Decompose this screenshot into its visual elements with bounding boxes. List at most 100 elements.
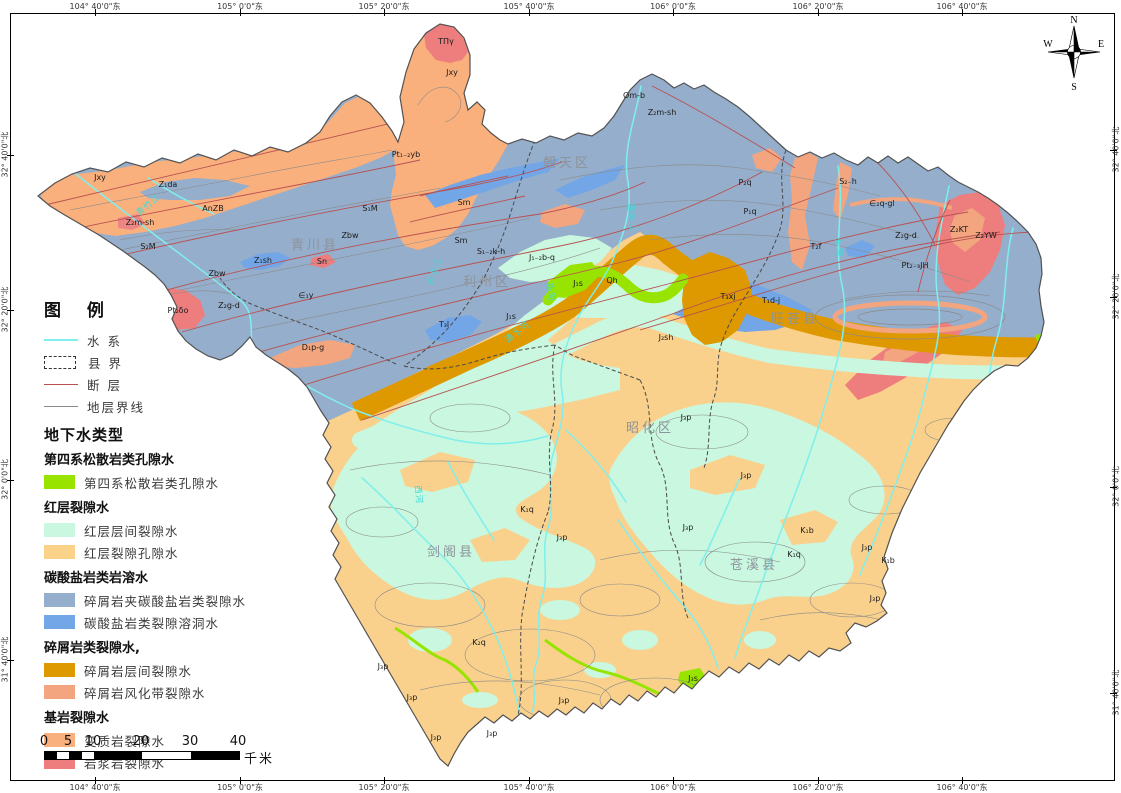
salmon-strip-ne [788,152,818,270]
scale-segment [81,752,94,759]
coord-label-top: 105° 40'0"东 [503,2,555,11]
county-symbol [44,355,76,369]
legend-color-swatch [44,545,75,559]
formation-label: P₂q [738,178,751,187]
formation-label: Zbw [341,231,359,240]
graticule-tick [384,777,385,784]
legend-color-swatch [44,523,75,537]
formation-label: ∈₂q-gl [869,199,894,208]
coord-label-bottom: 106° 0'0"东 [650,783,696,792]
graticule-tick [529,9,530,16]
formation-label: J₃p [406,693,418,702]
formation-label: Z₁sh [254,256,272,265]
county-label: 剑阁县 [427,544,475,560]
groundwater-type-title: 地下水类型 [44,426,125,444]
mint-small-patches [408,600,776,708]
legend-item-row: 第四系松散岩类孔隙水 [44,471,294,493]
formation-label: J₁s [572,279,583,288]
coord-label-top: 105° 0'0"东 [217,2,263,11]
river-label: 南河 [543,282,557,303]
formation-label: J₃p [861,543,873,552]
coord-label-top: 105° 20'0"东 [358,2,410,11]
igneous-cap [424,24,468,63]
fault-symbol [44,383,78,385]
graticule-tick [95,777,96,784]
legend-panel: 图 例 水 系县 界断 层地层界线 地下水类型 第四系松散岩类孔隙水 第四系松散岩… [44,296,294,773]
graticule-tick [7,480,14,481]
scale-number: 5 [63,734,73,749]
formation-label: Zbw [208,269,226,278]
legend-item-label: 碎屑岩层间裂隙水 [84,663,193,679]
legend-item-row: 碳酸盐岩类裂隙溶洞水 [44,611,294,633]
formation-label: Qh [606,276,617,285]
compass-n-label: N [1070,15,1077,26]
bluegray-lens-z1da [140,178,250,200]
formation-label: S₂₋h [839,177,857,186]
legend-item-label: 碎屑岩夹碳酸盐岩类裂隙水 [84,593,247,609]
legend-group-heading: 碳酸盐岩类岩溶水 [44,571,149,586]
river-label: 东河 [832,238,845,258]
formation-label: P₁q [743,207,756,216]
quaternary-blob [548,262,600,298]
formation-label: J₃p [682,523,694,532]
map-frame-border [10,13,1115,781]
formation-label: K₁q [520,505,534,514]
legend-item-row: 红层裂隙孔隙水 [44,541,294,563]
graticule-tick [1110,297,1117,298]
formation-label: T₁d-j [761,296,780,305]
salmon-arc-ne [849,197,953,210]
legend-group-heading: 碎屑岩类裂隙水, [44,641,140,656]
legend-groups: 第四系松散岩类孔隙水 第四系松散岩类孔隙水 红层裂隙水 红层层间裂隙水 红层裂隙孔隙水碳… [44,449,294,773]
formation-label: J₁s [505,312,516,321]
legend-color-swatch [44,685,75,699]
formation-label: S₁M [362,204,377,213]
legend-item-row: 碎屑岩夹碳酸盐岩类裂隙水 [44,589,294,611]
clastic-interlayer-band [351,234,1044,422]
salmon-patch-west [270,340,355,368]
legend-item-label: 红层层间裂隙水 [84,523,179,539]
formation-label: Jxy [445,68,458,77]
formation-label: Z₂KT [950,225,968,234]
formation-label: J₃p [377,662,389,671]
formation-label: K₁b [881,556,895,565]
formation-label: Z₂m-sh [126,218,155,227]
legend-color-swatch [44,593,75,607]
formation-label: Sn [317,257,327,266]
formation-label: S₂M [140,242,155,251]
scale-segment [142,752,191,759]
formation-label: Pt₁₋₂yb [392,150,420,159]
graticule-tick [240,9,241,16]
scale-segment [57,752,69,759]
formation-label: ∈₁y [299,291,314,300]
formation-label: J₃p [556,533,568,542]
legend-line-row: 水 系 [44,329,294,351]
scale-bar-unit: 千米 [244,752,275,767]
scale-segment [69,752,82,759]
scale-number: 30 [181,734,199,749]
compass-rose: N S W E [1043,15,1104,92]
formation-label: Z₁da [159,180,178,189]
legend-line-items: 水 系县 界断 层地层界线 [44,329,294,417]
legend-group-heading: 基岩裂隙水 [44,711,110,726]
formation-label: J₃p [740,471,752,480]
graticule-tick [7,660,14,661]
legend-color-swatch [44,615,75,629]
coord-label-bottom: 105° 20'0"东 [358,783,410,792]
legend-color-swatch [44,475,75,489]
legend-item-row: 红层层间裂隙水 [44,519,294,541]
formation-label: J₃s [687,674,698,683]
coord-label-bottom: 106° 20'0"东 [792,783,844,792]
coord-label-top: 106° 0'0"东 [650,2,696,11]
river-label: 西河 [412,485,425,505]
formation-label: J₃p [486,729,498,738]
coord-label-top: 104° 40'0"东 [69,2,121,11]
graticule-tick [1110,693,1117,694]
stratum-symbol [44,405,78,407]
quaternary-south-strips [394,626,669,700]
formation-label: AnZB [202,204,224,213]
formation-label: J₃p [869,594,881,603]
formation-label: Jxy [93,173,106,182]
formation-label: Pt₂₋₃JH [902,261,929,270]
